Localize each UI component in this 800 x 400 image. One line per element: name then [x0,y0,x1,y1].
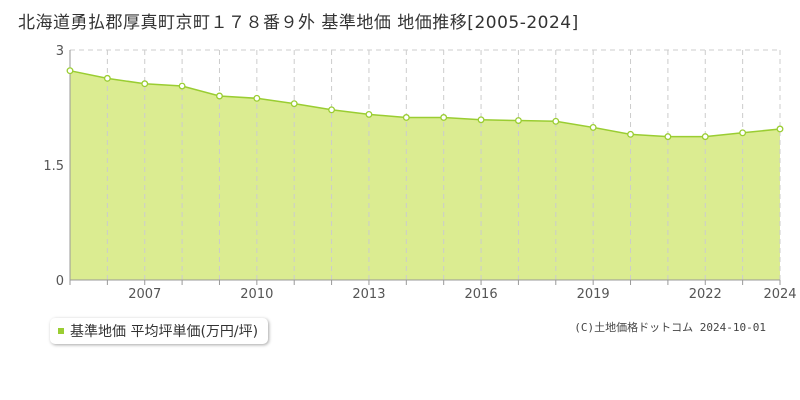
series-area [70,70,780,280]
data-point-2020 [627,130,634,138]
data-point-2011 [290,100,298,108]
x-tick-label-2019: 2019 [577,287,610,302]
data-point-2007 [141,80,149,88]
data-point-2006 [103,74,111,82]
vertical-grid-layer [106,50,781,280]
data-point-2008 [178,82,186,90]
data-point-2015 [440,114,448,121]
y-tick-label-0: 0 [56,274,64,289]
legend-swatch-icon [58,328,64,334]
x-tick-label-2016: 2016 [465,287,498,302]
data-point-2009 [216,92,223,100]
data-point-2017 [514,117,522,124]
data-point-2016 [477,116,485,124]
data-point-2022 [701,133,709,141]
x-tick-label-2007: 2007 [128,287,161,302]
legend-label: 基準地価 平均坪単価(万円/坪) [70,324,259,340]
y-tick-label-1: 1.5 [43,159,64,174]
x-tick-label-2024: 2024 [763,287,796,302]
data-point-2023 [739,129,747,137]
x-tick-label-2013: 2013 [352,287,385,302]
data-point-2014 [402,114,410,121]
chart-title: 北海道勇払郡厚真町京町１７８番９外 基準地価 地価推移[2005-2024] [18,13,579,33]
x-tick-label-2010: 2010 [240,287,273,302]
area-layer [69,69,781,280]
label-layer: 0 1.5 3 2007 2010 2013 2016 2019 2022 2024 [43,44,796,302]
x-tick-label-2022: 2022 [689,287,722,302]
point-layer [66,67,784,141]
copyright-text: (C)土地価格ドットコム 2024-10-01 [574,321,766,334]
data-point-2013 [365,110,373,118]
data-point-2018 [552,117,560,125]
series-line [69,69,781,138]
legend: 基準地価 平均坪単価(万円/坪) [50,318,269,344]
axis-layer [69,50,781,285]
data-point-2012 [328,106,336,114]
data-point-2010 [253,94,261,102]
data-point-2019 [589,123,597,131]
y-tick-label-2: 3 [56,44,64,59]
data-point-2005 [66,67,74,75]
data-point-2024 [776,125,784,133]
data-point-2021 [664,133,672,141]
